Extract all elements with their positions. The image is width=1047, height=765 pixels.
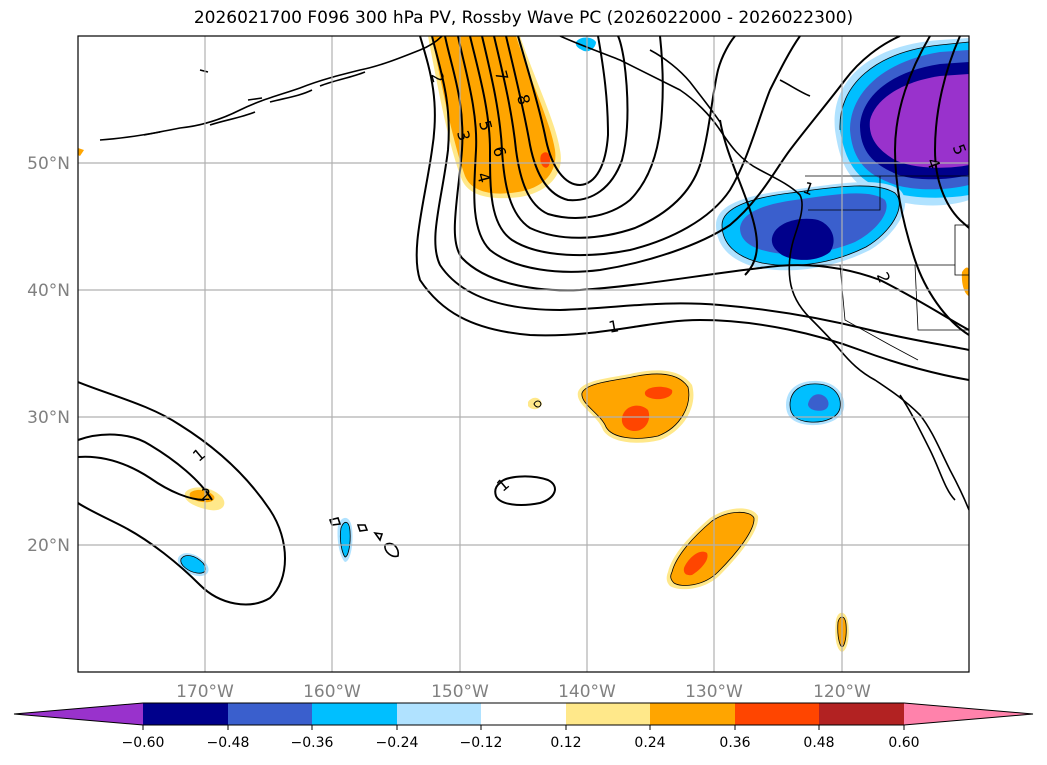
lat-label-40n: 40°N <box>27 281 70 301</box>
colorbar-tick-label: −0.24 <box>376 735 419 751</box>
colorbar-segment-1 <box>143 703 228 725</box>
lat-label-20n: 20°N <box>27 536 70 556</box>
contour-label-6: 6 <box>489 144 510 159</box>
lon-label-170w: 170°W <box>176 682 234 702</box>
colorbar-segment-8 <box>735 703 819 725</box>
colorbar-tick-label: 0.36 <box>719 735 750 751</box>
colorbar-segment-6 <box>566 703 650 725</box>
gridlines <box>78 36 969 672</box>
lon-label-160w: 160°W <box>303 682 361 702</box>
colorbar-extend-high <box>904 703 1033 725</box>
map-panel: 2 3 4 5 6 7 8 1 1 1 1 2 4 5 2 <box>77 35 970 673</box>
colorbar-tick-label: 0.60 <box>888 735 919 751</box>
colorbar-segment-3 <box>312 703 397 725</box>
colorbar-tick-label: −0.48 <box>207 735 250 751</box>
lat-label-30n: 30°N <box>27 408 70 428</box>
colorbar-segment-5 <box>481 703 566 725</box>
map-title: 2026021700 F096 300 hPa PV, Rossby Wave … <box>193 8 854 28</box>
colorbar: −0.60 −0.48 −0.36 −0.24 −0.12 0.12 0.24 … <box>13 702 1034 751</box>
contour-label-8: 8 <box>513 92 534 107</box>
colorbar-extend-low <box>14 703 143 725</box>
lat-label-50n: 50°N <box>27 154 70 174</box>
colorbar-segment-2 <box>228 703 312 725</box>
colorbar-segment-4 <box>397 703 481 725</box>
contour-label-1-east: 1 <box>607 316 620 336</box>
lon-label-120w: 120°W <box>813 682 871 702</box>
contour-label-7: 7 <box>491 68 512 83</box>
contour-label-2: 2 <box>427 70 448 85</box>
lon-label-150w: 150°W <box>431 682 489 702</box>
colorbar-tick-label: −0.36 <box>291 735 334 751</box>
contour-label-4: 4 <box>473 170 494 185</box>
colorbar-segment-7 <box>650 703 735 725</box>
latitude-labels: 50°N 40°N 30°N 20°N <box>27 154 70 556</box>
positive-anomaly-central <box>577 370 694 443</box>
colorbar-tick-label: 0.24 <box>634 735 665 751</box>
colorbar-tick-label: −0.12 <box>460 735 503 751</box>
lon-label-140w: 140°W <box>558 682 616 702</box>
map-frame <box>77 35 970 673</box>
political-borders <box>790 175 969 361</box>
contour-label-2-west: 2 <box>201 485 211 504</box>
longitude-labels: 170°W 160°W 150°W 140°W 130°W 120°W <box>176 682 871 702</box>
contour-label-3: 3 <box>453 128 474 143</box>
colorbar-segment-9 <box>819 703 904 725</box>
contour-label-5: 5 <box>475 118 496 133</box>
colorbar-tick-label: 0.48 <box>803 735 834 751</box>
coastlines <box>99 36 969 558</box>
anomaly-outlines <box>180 41 969 648</box>
negative-anomaly-offshore <box>786 380 845 426</box>
colorbar-tick-label: −0.60 <box>122 735 165 751</box>
colorbar-tick-label: 0.12 <box>550 735 581 751</box>
lon-label-130w: 130°W <box>685 682 743 702</box>
positive-anomaly-south <box>666 508 759 590</box>
